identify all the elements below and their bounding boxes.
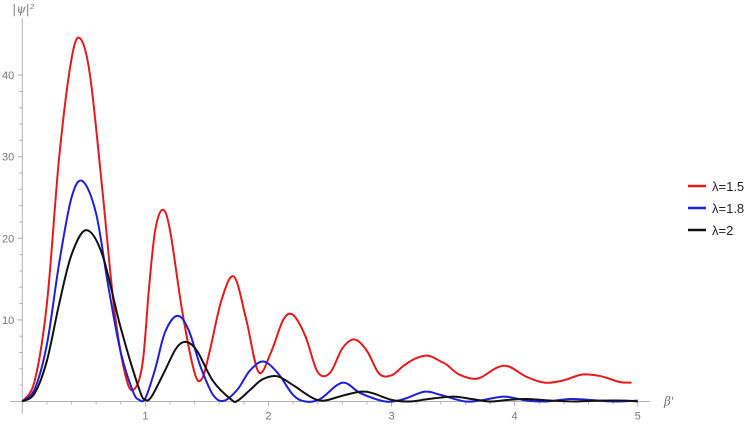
legend-label: λ=1.8: [712, 201, 744, 216]
series-line-1: [21, 36, 632, 403]
series-line-2: [21, 179, 638, 403]
y-ticks-group: 10 20 30 40: [2, 70, 23, 386]
x-ticks-group: 1 2 3 4 5: [46, 401, 641, 422]
legend-label: λ=1.5: [712, 179, 744, 194]
y-tick-label: 40: [2, 70, 14, 82]
x-axis-label: β': [663, 394, 674, 408]
series-line-3: [21, 229, 638, 404]
x-tick-label: 4: [512, 410, 518, 422]
x-tick-label: 3: [388, 410, 394, 422]
y-tick-label: 30: [2, 152, 14, 164]
y-tick-label: 10: [2, 315, 14, 327]
legend-label: λ=2: [712, 223, 733, 238]
y-tick-label: 20: [2, 233, 14, 245]
x-tick-label: 2: [265, 410, 271, 422]
series-lines-group: [21, 36, 638, 404]
x-tick-label: 1: [142, 410, 148, 422]
x-tick-label: 5: [635, 410, 641, 422]
y-axis-label: |ψ|²: [12, 2, 34, 16]
legend: λ=1.5 λ=1.8 λ=2: [688, 179, 744, 238]
